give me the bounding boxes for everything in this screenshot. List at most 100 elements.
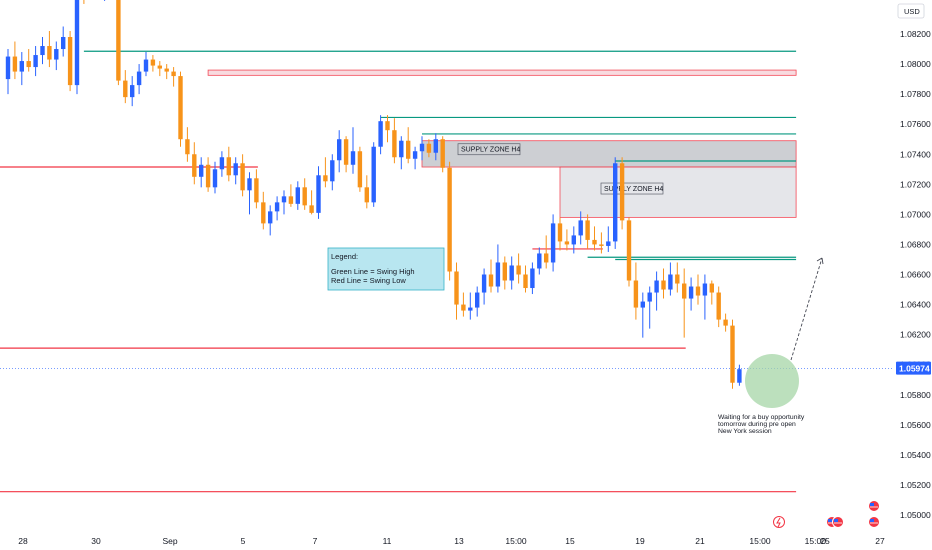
candle-body bbox=[592, 239, 597, 245]
candle-body bbox=[675, 274, 680, 284]
candle-body bbox=[557, 223, 563, 242]
candle-body bbox=[219, 157, 225, 170]
candle-body bbox=[702, 283, 708, 296]
candle-body bbox=[171, 71, 176, 77]
candle-body bbox=[5, 56, 11, 80]
candle-body bbox=[523, 274, 528, 289]
candle-body bbox=[192, 154, 197, 177]
candle-body bbox=[316, 175, 321, 213]
candle-body bbox=[205, 164, 211, 188]
candle-body bbox=[488, 274, 494, 287]
candle-body bbox=[385, 121, 390, 131]
candle-body bbox=[302, 187, 307, 206]
candle-body bbox=[495, 262, 501, 287]
candle-body bbox=[619, 163, 625, 221]
candle-body bbox=[578, 220, 583, 236]
x-tick-label: 21 bbox=[695, 536, 705, 546]
x-tick-label: 13 bbox=[454, 536, 464, 546]
y-tick-label: 1.05600 bbox=[900, 420, 931, 430]
last-price-label: 1.05974 bbox=[899, 364, 930, 374]
x-tick-label: 27 bbox=[875, 536, 885, 546]
candle-body bbox=[723, 319, 728, 326]
candle-body bbox=[716, 292, 721, 320]
y-tick-label: 1.05200 bbox=[900, 480, 931, 490]
candle-body bbox=[288, 196, 294, 204]
y-tick-label: 1.06400 bbox=[900, 300, 931, 310]
candle-body bbox=[419, 143, 425, 152]
candle-body bbox=[502, 262, 507, 281]
y-tick-label: 1.05800 bbox=[900, 390, 931, 400]
candle-body bbox=[281, 196, 287, 203]
y-tick-label: 1.07200 bbox=[900, 179, 931, 189]
candle-body bbox=[626, 220, 632, 281]
candle-body bbox=[233, 163, 238, 176]
candle-body bbox=[461, 304, 466, 311]
candle-body bbox=[688, 286, 694, 299]
candle-body bbox=[585, 220, 590, 240]
candle-body bbox=[606, 241, 611, 246]
candle-body bbox=[571, 235, 576, 245]
candle-body bbox=[330, 160, 335, 182]
candle-body bbox=[544, 253, 549, 263]
lightning-icon bbox=[776, 517, 781, 528]
supply-zones-layer: SUPPLY ZONE H4 SUPPLY ZONE H4 bbox=[207, 69, 797, 218]
candle-body bbox=[730, 325, 735, 383]
currency-label: USD bbox=[904, 7, 920, 16]
candle-body bbox=[454, 271, 459, 305]
zone-label-box bbox=[600, 182, 664, 195]
candle-body bbox=[364, 187, 369, 203]
x-tick-label: 15:00 bbox=[505, 536, 527, 546]
candle-body bbox=[150, 59, 156, 66]
candle-body bbox=[143, 59, 149, 72]
x-tick-label: 30 bbox=[91, 536, 101, 546]
x-tick-label: 19 bbox=[635, 536, 645, 546]
candle-body bbox=[164, 68, 169, 72]
annotation-line: Waiting for a buy opportunity bbox=[718, 414, 805, 421]
candle-body bbox=[371, 146, 376, 203]
candle-body bbox=[295, 187, 300, 204]
legend-title: Legend: bbox=[331, 252, 358, 261]
y-tick-label: 1.06200 bbox=[900, 330, 931, 340]
x-tick-label: 7 bbox=[313, 536, 318, 546]
flag-canton bbox=[828, 519, 832, 522]
flag-canton bbox=[870, 519, 874, 522]
candle-body bbox=[695, 286, 701, 296]
candle-body bbox=[599, 244, 604, 246]
y-tick-label: 1.06800 bbox=[900, 239, 931, 249]
candle-body bbox=[309, 205, 314, 213]
candle-body bbox=[337, 139, 342, 161]
x-tick-label: 25 bbox=[820, 536, 830, 546]
candle-body bbox=[130, 85, 135, 98]
y-tick-label: 1.05000 bbox=[900, 510, 931, 520]
candle-body bbox=[392, 130, 397, 158]
candle-body bbox=[357, 151, 363, 188]
candle-body bbox=[26, 61, 31, 68]
candle-body bbox=[440, 139, 445, 168]
zone-label: SUPPLY ZONE H4 bbox=[461, 147, 520, 154]
currency-button[interactable] bbox=[897, 3, 925, 19]
flag-canton bbox=[834, 519, 838, 522]
candle-body bbox=[530, 268, 535, 289]
y-tick-label: 1.07400 bbox=[900, 149, 931, 159]
legend-line-red: Red Line = Swing Low bbox=[331, 276, 406, 285]
candle-body bbox=[199, 164, 204, 177]
candle-body bbox=[12, 56, 18, 72]
y-tick-label: 1.08200 bbox=[900, 29, 931, 39]
candle-body bbox=[54, 49, 59, 60]
candle-body bbox=[516, 265, 521, 275]
x-tick-label: Sep bbox=[162, 536, 177, 546]
candle-body bbox=[426, 143, 432, 153]
flag-canton bbox=[870, 503, 874, 506]
candle-body bbox=[668, 274, 673, 290]
candles-layer bbox=[5, 0, 742, 389]
candle-body bbox=[350, 151, 356, 165]
x-tick-label: 15:00 bbox=[805, 536, 827, 546]
candle-body bbox=[40, 46, 45, 56]
candle-body bbox=[178, 76, 183, 140]
x-tick-label: 5 bbox=[241, 536, 246, 546]
supply-zone bbox=[207, 69, 797, 76]
candle-body bbox=[343, 139, 349, 165]
candle-body bbox=[240, 163, 245, 191]
buy-area-circle bbox=[745, 354, 799, 408]
